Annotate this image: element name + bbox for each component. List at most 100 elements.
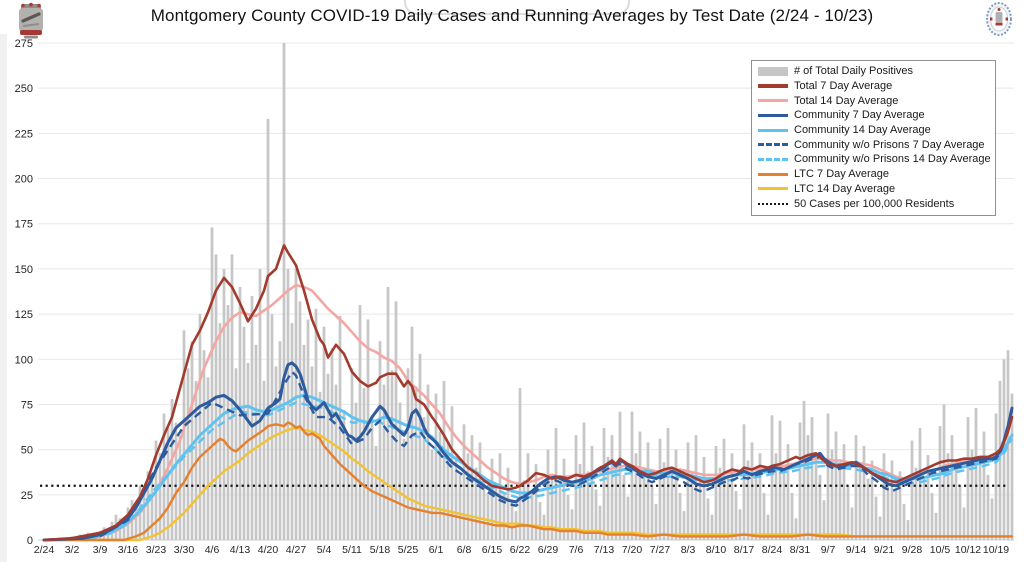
bar — [422, 417, 426, 540]
bar — [550, 474, 554, 540]
bar — [642, 467, 646, 540]
bar — [846, 485, 850, 540]
x-tick-label: 6/1 — [429, 544, 444, 556]
bar — [230, 254, 234, 540]
bar — [458, 474, 462, 540]
bar — [650, 485, 654, 540]
bar — [378, 341, 382, 540]
x-tick-label: 8/10 — [706, 544, 727, 556]
bar — [750, 442, 754, 540]
bar — [702, 456, 706, 540]
bar — [886, 478, 890, 540]
bar — [494, 485, 498, 540]
bar — [470, 435, 474, 540]
bar — [934, 512, 938, 540]
bar — [434, 393, 438, 540]
x-tick-label: 6/22 — [510, 544, 531, 556]
x-tick-label: 3/30 — [174, 544, 195, 556]
bar — [262, 380, 266, 540]
bar — [234, 368, 238, 540]
bar — [282, 43, 286, 540]
bar — [882, 453, 886, 540]
series-line-community-7-day-average — [42, 361, 1014, 542]
bar — [802, 400, 806, 540]
bar — [142, 491, 146, 540]
x-tick-label: 5/25 — [398, 544, 419, 556]
bar — [462, 424, 466, 540]
bar — [610, 435, 614, 540]
y-tick-label: 275 — [15, 38, 33, 50]
bar — [254, 344, 258, 540]
dashed-line-swatch-icon — [758, 143, 788, 147]
bar — [586, 471, 590, 540]
montgomery-county-seal-icon — [19, 2, 43, 39]
bar — [182, 330, 186, 540]
bar — [858, 467, 862, 540]
y-tick-label: 0 — [27, 535, 33, 547]
x-tick-label: 9/7 — [821, 544, 836, 556]
bar — [398, 402, 402, 540]
bar — [930, 493, 934, 540]
bar — [430, 449, 434, 540]
bar — [530, 491, 534, 540]
bar — [850, 507, 854, 540]
bar — [226, 305, 230, 540]
bar — [570, 509, 574, 540]
bar — [502, 493, 506, 540]
dotted-line-swatch-icon — [758, 202, 788, 205]
bar — [270, 314, 274, 540]
bar — [590, 446, 594, 540]
bar — [418, 353, 422, 540]
bar — [978, 460, 982, 540]
line-swatch-icon — [758, 99, 788, 103]
bar — [926, 455, 930, 540]
bar — [314, 308, 318, 540]
bar — [986, 474, 990, 540]
y-tick-label: 75 — [21, 399, 33, 411]
bar — [482, 478, 486, 540]
bar — [830, 449, 834, 540]
legend-item-community-wo-prisons-7-day-average: Community w/o Prisons 7 Day Average — [758, 137, 990, 152]
bar — [774, 453, 778, 540]
bar — [538, 502, 542, 540]
bar — [286, 268, 290, 540]
bar — [618, 411, 622, 540]
y-tick-label: 50 — [21, 445, 33, 457]
x-tick-label: 5/18 — [370, 544, 391, 556]
bar — [322, 326, 326, 540]
series-line-community-w-o-prisons-7-day-average — [99, 370, 1014, 538]
bar — [186, 368, 190, 540]
bar — [534, 464, 538, 540]
bar — [862, 446, 866, 540]
bar — [158, 453, 162, 540]
bar — [218, 323, 222, 540]
bar — [742, 424, 746, 540]
x-tick-label: 6/8 — [457, 544, 472, 556]
bar — [974, 408, 978, 540]
bar — [622, 474, 626, 540]
bar — [266, 118, 270, 540]
bar — [222, 268, 226, 540]
bar — [342, 409, 346, 540]
x-tick-label: 3/23 — [146, 544, 167, 556]
bar — [726, 476, 730, 540]
bar — [674, 449, 678, 540]
bar — [894, 489, 898, 540]
x-tick-label: 9/14 — [846, 544, 867, 556]
bar — [566, 494, 570, 540]
bar — [966, 417, 970, 540]
bar — [994, 413, 998, 540]
x-tick-label: 4/27 — [286, 544, 307, 556]
bar — [250, 296, 254, 540]
x-tick-label: 10/19 — [983, 544, 1009, 556]
bar — [390, 370, 394, 540]
bar — [826, 413, 830, 540]
bar — [950, 435, 954, 540]
bar — [606, 456, 610, 540]
series-line-total-7-day-average — [42, 244, 1014, 542]
bar — [202, 350, 206, 540]
bar — [522, 480, 526, 540]
series-line-community-14-day-average — [42, 393, 1014, 542]
bar — [718, 467, 722, 540]
